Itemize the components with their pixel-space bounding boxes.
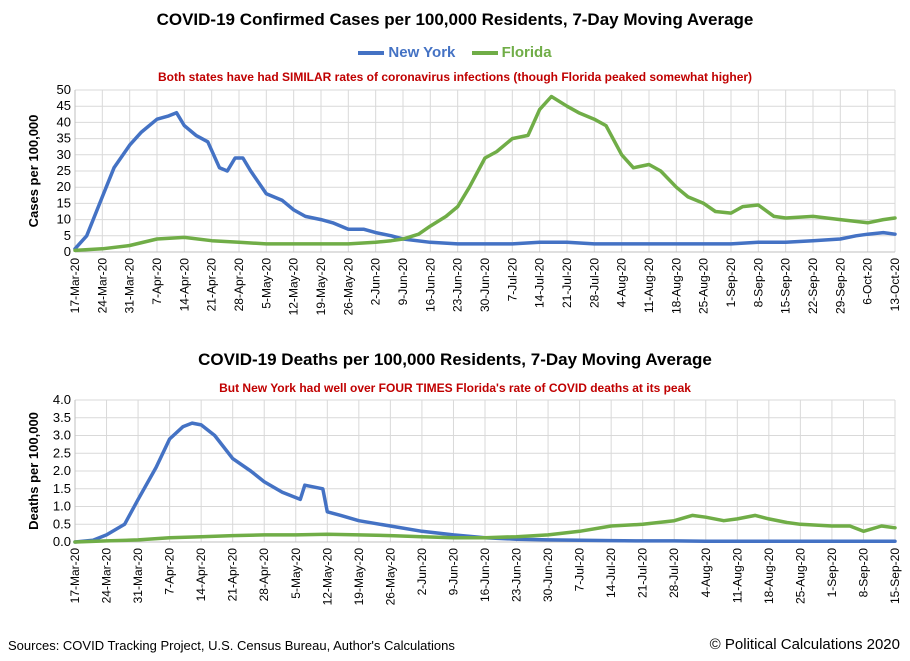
x-tick-label: 24-Mar-20 [100,548,114,604]
x-tick-label: 24-Mar-20 [95,258,109,314]
x-tick-label: 7-Jul-20 [505,258,519,302]
legend-item-new-york: New York [358,44,455,61]
x-tick-label: 5-May-20 [259,258,273,309]
x-tick-label: 12-May-20 [287,258,301,316]
x-tick-label: 23-Jun-20 [451,258,465,312]
x-tick-label: 21-Jul-20 [636,548,650,598]
x-tick-label: 7-Apr-20 [163,548,177,595]
x-tick-label: 21-Apr-20 [226,548,240,602]
y-tick-label: 1.5 [53,481,71,496]
y-axis-label: Deaths per 100,000 [26,412,41,530]
x-tick-label: 19-May-20 [352,548,366,606]
y-tick-label: 20 [57,179,71,194]
y-tick-label: 30 [57,147,71,162]
x-tick-label: 25-Aug-20 [793,548,807,604]
y-tick-label: 3.0 [53,428,71,443]
x-tick-label: 14-Jul-20 [604,548,618,598]
deaths-chart: 0.0 0.5 1.0 1.5 2.0 2.5 3.0 3.5 4.0 17-Mar-20 24-M… [26,392,902,606]
legend-label-florida: Florida [501,44,552,61]
x-tick-label: 17-Mar-20 [68,548,82,604]
y-tick-label: 50 [57,82,71,97]
x-tick-label: 22-Sep-20 [806,258,820,314]
legend-label-new-york: New York [388,44,456,61]
y-tick-label: 1.0 [53,499,71,514]
x-tick-label: 5-May-20 [289,548,303,599]
x-tick-label: 14-Apr-20 [177,258,191,312]
x-tick-label: 8-Sep-20 [856,548,870,598]
x-tick-label: 16-Jun-20 [478,548,492,602]
x-tick-label: 8-Sep-20 [751,258,765,308]
x-tick-label: 9-Jun-20 [446,548,460,596]
deaths-chart-subtitle: But New York had well over FOUR TIMES Fl… [219,381,691,395]
x-tick-label: 2-Jun-20 [415,548,429,596]
y-tick-label: 0.0 [53,534,71,549]
x-tick-label: 16-Jun-20 [423,258,437,312]
x-tick-label: 26-May-20 [341,258,355,316]
x-tick-label: 28-Jul-20 [587,258,601,308]
x-tick-label: 14-Apr-20 [194,548,208,602]
x-tick-label: 31-Mar-20 [131,548,145,604]
x-tick-label: 11-Aug-20 [642,258,656,313]
y-tick-label: 40 [57,114,71,129]
y-tick-label: 35 [57,131,71,146]
series-line-new-york [73,421,897,544]
x-tick-label: 1-Sep-20 [724,258,738,308]
x-tick-label: 21-Apr-20 [205,258,219,312]
y-tick-label: 15 [57,195,71,210]
x-tick-label: 15-Sep-20 [888,548,902,604]
x-tick-label: 18-Aug-20 [762,548,776,604]
x-tick-label: 4-Aug-20 [699,548,713,598]
deaths-chart-title: COVID-19 Deaths per 100,000 Residents, 7… [198,350,712,369]
x-tick-label: 18-Aug-20 [669,258,683,314]
y-tick-label: 25 [57,163,71,178]
y-tick-label: 2.0 [53,463,71,478]
x-tick-label: 1-Sep-20 [825,548,839,598]
x-tick-label: 25-Aug-20 [697,258,711,314]
x-tick-label: 17-Mar-20 [68,258,82,314]
legend-swatch-florida [471,51,498,56]
x-tick-label: 11-Aug-20 [730,548,744,603]
y-tick-label: 10 [57,212,71,227]
copyright-note: © Political Calculations 2020 [709,636,900,653]
x-tick-label: 9-Jun-20 [396,258,410,306]
series-line-florida [73,94,897,253]
x-tick-label: 2-Jun-20 [369,258,383,306]
x-tick-label: 4-Aug-20 [615,258,629,308]
x-tick-label: 21-Jul-20 [560,258,574,308]
x-tick-label: 29-Sep-20 [833,258,847,314]
y-axis-label: Cases per 100,000 [26,115,41,228]
x-tick-label: 6-Oct-20 [861,258,875,305]
y-tick-label: 0 [64,244,71,259]
x-tick-label: 31-Mar-20 [123,258,137,314]
x-tick-label: 7-Apr-20 [150,258,164,305]
x-tick-label: 19-May-20 [314,258,328,316]
y-tick-label: 4.0 [53,392,71,407]
x-tick-label: 28-Apr-20 [232,258,246,312]
y-tick-label: 45 [57,98,71,113]
y-tick-label: 5 [64,228,71,243]
y-tick-label: 3.5 [53,410,71,425]
series-line-new-york [73,110,897,251]
cases-chart-title: COVID-19 Confirmed Cases per 100,000 Res… [156,10,754,29]
x-tick-label: 30-Jun-20 [478,258,492,312]
legend-swatch-new-york [358,51,385,56]
cases-chart-subtitle: Both states have had SIMILAR rates of co… [157,70,753,84]
x-tick-label: 23-Jun-20 [510,548,524,602]
x-tick-label: 7-Jul-20 [573,548,587,592]
x-tick-label: 14-Jul-20 [533,258,547,308]
x-tick-label: 15-Sep-20 [779,258,793,314]
x-tick-label: 28-Jul-20 [667,548,681,598]
y-tick-label: 2.5 [53,445,71,460]
x-tick-label: 30-Jun-20 [541,548,555,602]
legend-item-florida: Florida [471,44,552,61]
y-tick-label: 0.5 [53,516,71,531]
x-tick-label: 26-May-20 [383,548,397,606]
series-line-florida [73,513,897,544]
cases-chart-legend: New York Florida [0,44,910,61]
x-tick-label: 28-Apr-20 [257,548,271,602]
x-tick-label: 13-Oct-20 [888,258,902,312]
x-tick-label: 12-May-20 [320,548,334,606]
sources-note: Sources: COVID Tracking Project, U.S. Ce… [8,638,455,653]
